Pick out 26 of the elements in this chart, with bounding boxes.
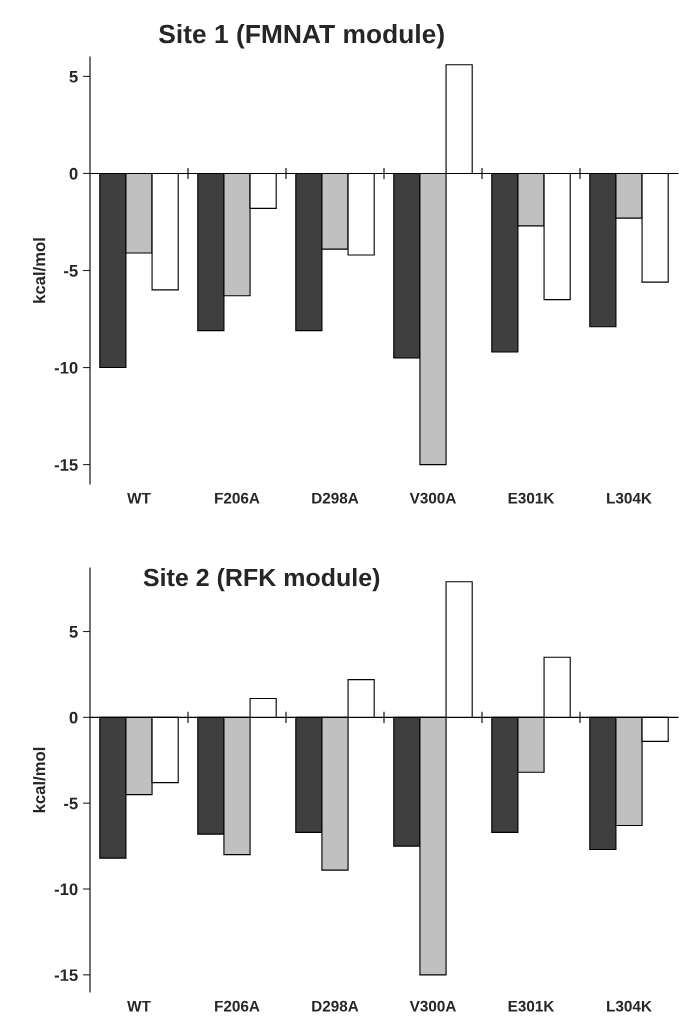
x-tick-label: F206A xyxy=(215,1000,260,1012)
x-tick-label: D298A xyxy=(312,492,359,504)
y-tick-label: -10 xyxy=(54,361,78,374)
y-axis-title: kcal/mol xyxy=(33,747,46,813)
y-tick-label: 5 xyxy=(69,626,78,638)
x-tick-label: E301K xyxy=(508,1000,555,1012)
x-tick-label: L304K xyxy=(607,492,652,504)
x-tick-label: V300A xyxy=(409,492,456,504)
x-tick-label: WT xyxy=(127,1000,151,1012)
chart-title: Site 2 (RFK module) xyxy=(143,568,380,592)
y-tick-label: 5 xyxy=(69,70,78,83)
x-tick-label: D298A xyxy=(312,1000,359,1012)
x-tick-label: V300A xyxy=(409,1000,456,1012)
y-tick-label: -15 xyxy=(54,459,78,471)
y-tick-label: -15 xyxy=(54,969,78,982)
y-tick-label: -5 xyxy=(64,265,78,277)
x-tick-label: F206A xyxy=(215,492,260,504)
y-tick-label: -5 xyxy=(64,797,78,810)
y-tick-label: 0 xyxy=(69,167,78,180)
x-tick-label: WT xyxy=(127,492,151,504)
x-tick-label: E301K xyxy=(508,492,555,504)
y-tick-label: -10 xyxy=(54,883,78,896)
y-axis-title: kcal/mol xyxy=(33,238,46,303)
y-tick-label: 0 xyxy=(69,711,78,724)
x-tick-label: L304K xyxy=(607,1000,652,1012)
chart-title: Site 1 (FMNAT module) xyxy=(159,23,444,49)
